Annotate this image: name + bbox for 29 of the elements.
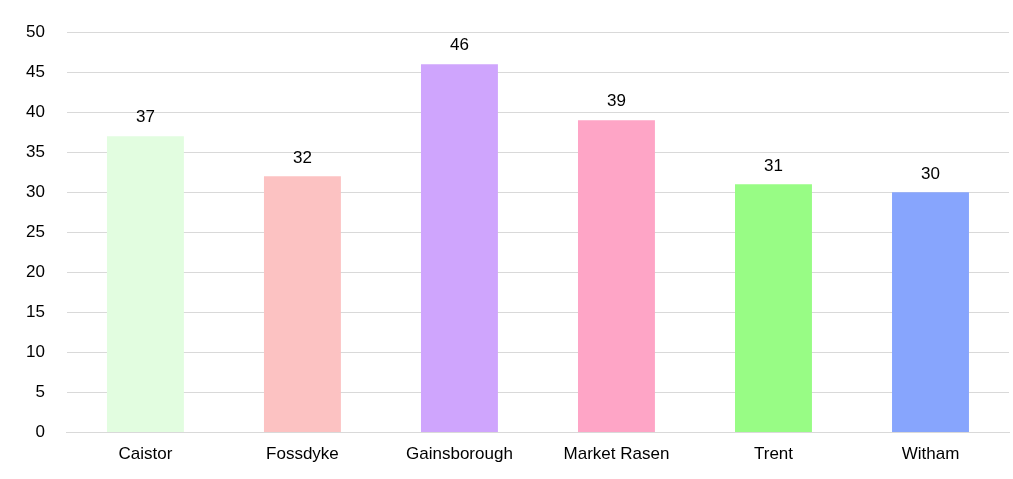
y-tick-label: 35 bbox=[25, 142, 45, 162]
x-tick-label: Trent bbox=[753, 444, 794, 464]
x-tick-label: Witham bbox=[901, 444, 960, 464]
x-tick-label: Gainsborough bbox=[406, 444, 513, 464]
y-tick-label: 20 bbox=[25, 262, 45, 282]
y-tick-label: 30 bbox=[25, 182, 45, 202]
x-tick-label: Market Rasen bbox=[563, 444, 670, 464]
data-label: 31 bbox=[764, 155, 783, 175]
data-label: 37 bbox=[135, 107, 155, 127]
data-label: 30 bbox=[921, 163, 940, 183]
y-tick-label: 5 bbox=[35, 382, 45, 402]
y-tick-label: 0 bbox=[35, 422, 45, 442]
data-label: 46 bbox=[449, 35, 469, 55]
y-tick-label: 15 bbox=[25, 302, 45, 322]
y-tick-label: 10 bbox=[25, 342, 45, 362]
bar bbox=[892, 192, 969, 433]
data-label: 32 bbox=[292, 147, 312, 167]
y-tick-label: 40 bbox=[25, 101, 45, 121]
bar bbox=[577, 120, 655, 433]
bar bbox=[263, 176, 341, 433]
bar bbox=[735, 184, 812, 433]
bar bbox=[106, 136, 184, 433]
y-tick-label: 25 bbox=[25, 222, 45, 242]
y-tick-label: 50 bbox=[25, 21, 45, 41]
x-tick-label: Fossdyke bbox=[266, 444, 339, 464]
data-label: 39 bbox=[607, 91, 626, 111]
y-tick-label: 45 bbox=[25, 61, 45, 81]
x-tick-label: Caistor bbox=[118, 444, 173, 464]
bar bbox=[420, 64, 498, 433]
